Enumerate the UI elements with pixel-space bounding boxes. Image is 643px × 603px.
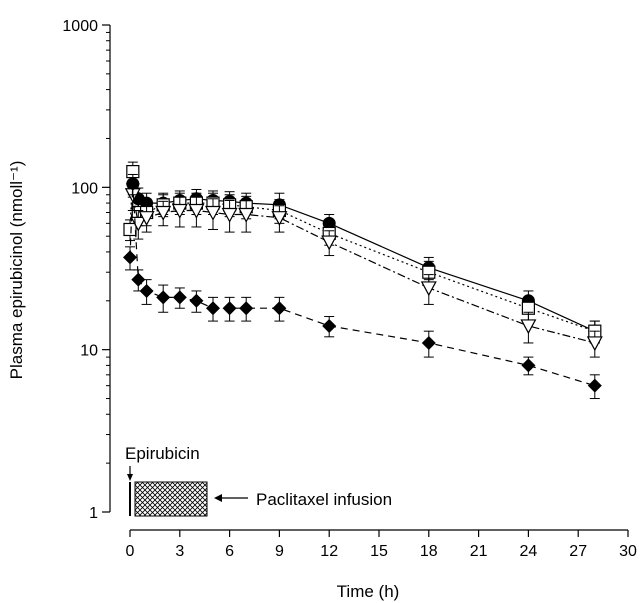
series-layer [123, 161, 603, 400]
data-point-diamond [139, 283, 154, 298]
data-point-triangle [238, 207, 255, 223]
data-point-diamond [156, 290, 171, 305]
paclitaxel-label: Paclitaxel infusion [256, 490, 392, 509]
epirubicin-bolus-bar [129, 482, 131, 516]
data-point-diamond [421, 335, 436, 350]
x-tick-label: 12 [320, 543, 338, 560]
data-point-triangle [138, 211, 155, 226]
data-point-triangle [420, 281, 437, 297]
series-filled-diamond [123, 173, 602, 400]
x-tick-label: 6 [225, 543, 234, 560]
data-point-diamond [172, 290, 187, 305]
data-point-triangle [188, 203, 205, 219]
x-tick-label: 18 [420, 543, 438, 560]
annotations: Epirubicin Paclitaxel infusion [125, 444, 392, 517]
data-point-triangle [204, 205, 222, 221]
data-point-triangle [155, 205, 172, 221]
data-point-triangle [171, 203, 188, 219]
data-point-diamond [131, 272, 146, 287]
data-point-triangle [271, 211, 288, 226]
series-open-triangle-down [124, 181, 603, 358]
data-point-diamond [239, 301, 254, 316]
data-point-diamond [587, 378, 602, 393]
data-point-diamond [189, 293, 204, 308]
data-point-triangle [586, 336, 603, 352]
series-line [132, 194, 595, 344]
data-point-diamond [322, 318, 337, 333]
paclitaxel-arrowhead [214, 494, 222, 502]
x-axis-title: Time (h) [337, 582, 400, 601]
data-point-triangle [221, 207, 238, 223]
y-tick-label: 1 [89, 505, 98, 522]
x-tick-label: 21 [470, 543, 488, 560]
y-tick-label: 10 [80, 343, 98, 360]
data-point-diamond [272, 301, 287, 316]
data-point-triangle [520, 319, 537, 335]
data-point-diamond [206, 301, 220, 316]
data-point-triangle [321, 235, 338, 251]
data-point-diamond [521, 358, 536, 373]
y-tick-label: 100 [71, 180, 98, 197]
x-tick-label: 15 [370, 543, 388, 560]
x-tick-label: 9 [275, 543, 284, 560]
data-point-diamond [125, 176, 140, 191]
x-tick-label: 0 [126, 543, 135, 560]
y-tick-label: 1000 [62, 18, 98, 35]
paclitaxel-infusion-bar [134, 481, 208, 517]
x-tick-label: 27 [569, 543, 587, 560]
axes: 1 10 100 1000 0 3 6 9 12 15 18 21 24 27 30 [62, 18, 637, 560]
x-tick-label: 3 [175, 543, 184, 560]
data-point-diamond [123, 250, 137, 265]
data-point-square [123, 222, 137, 237]
epirubicin-label: Epirubicin [125, 444, 200, 463]
x-tick-label: 24 [520, 543, 538, 560]
y-axis-title: Plasma epirubicinol (nmoll⁻¹) [7, 161, 26, 380]
epirubicin-arrowhead [127, 474, 133, 481]
x-tick-label: 30 [619, 543, 637, 560]
data-point-diamond [222, 301, 237, 316]
